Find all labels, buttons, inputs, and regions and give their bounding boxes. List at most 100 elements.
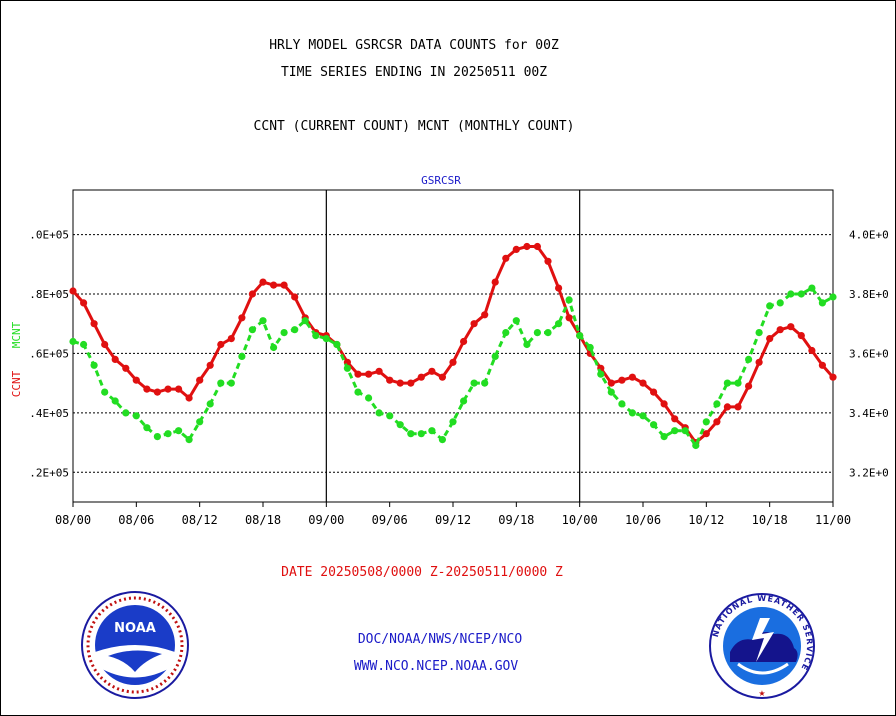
ccnt-point (523, 242, 531, 251)
mcnt-point (776, 299, 784, 307)
mcnt-point (818, 299, 827, 307)
ccnt-point (386, 376, 394, 384)
left-tick-label: .6E+05 (29, 347, 69, 360)
mcnt-point (481, 379, 489, 387)
ccnt-point (280, 281, 288, 289)
mcnt-point (407, 430, 415, 438)
ccnt-point (555, 284, 563, 292)
mcnt-point (248, 326, 256, 334)
mcnt-point (111, 397, 119, 405)
ccnt-point (713, 418, 721, 426)
mcnt-point (628, 409, 637, 417)
mcnt-point (343, 364, 351, 372)
mcnt-point (512, 317, 520, 325)
ccnt-point (206, 361, 214, 369)
mcnt-point (175, 427, 183, 435)
ccnt-point (723, 403, 732, 411)
mcnt-point (586, 343, 594, 352)
mcnt-point (227, 379, 235, 387)
plot-border (72, 189, 834, 503)
mcnt-point (523, 340, 531, 349)
mcnt-point (386, 412, 394, 420)
x-tick-label: 08/12 (182, 513, 218, 527)
ccnt-point (175, 385, 183, 393)
ccnt-point (745, 382, 753, 390)
ccnt-point (217, 340, 225, 349)
mcnt-point (143, 424, 151, 432)
mcnt-point (312, 332, 320, 340)
mcnt-point (375, 409, 383, 417)
mcnt-point (576, 332, 584, 340)
ccnt-point (766, 335, 774, 343)
ccnt-point (354, 370, 362, 378)
x-tick-label: 10/06 (625, 513, 661, 527)
nws-logo: ★ NATIONAL WEATHER SERVICE (709, 593, 815, 699)
ccnt-point (449, 358, 457, 366)
ccnt-point (818, 361, 827, 369)
x-tick-label: 09/18 (498, 513, 534, 527)
mcnt-point (555, 320, 563, 328)
mcnt-point (692, 441, 700, 450)
mcnt-point (333, 340, 341, 349)
mcnt-point (185, 436, 193, 444)
ccnt-point (143, 385, 151, 393)
mcnt-point (396, 421, 404, 429)
mcnt-point (291, 326, 299, 334)
ccnt-point (628, 373, 637, 381)
x-tick-label: 10/18 (752, 513, 788, 527)
x-tick-label: 09/12 (435, 513, 471, 527)
mcnt-point (650, 421, 658, 429)
ccnt-point (607, 379, 615, 387)
ccnt-point (460, 337, 468, 346)
org-website: WWW.NCO.NCEP.NOAA.GOV (353, 659, 519, 674)
ccnt-point (428, 367, 436, 375)
mcnt-axis-label: MCNT (10, 321, 23, 348)
ccnt-point (829, 373, 837, 381)
ccnt-point (618, 376, 626, 384)
left-tick-label: .8E+05 (29, 288, 69, 301)
left-tick-label: .0E+05 (29, 229, 69, 242)
mcnt-point (196, 418, 204, 426)
ccnt-point (797, 332, 805, 340)
x-tick-label: 09/00 (308, 513, 344, 527)
right-tick-label: 4.0E+0 (849, 229, 889, 242)
ccnt-point (787, 323, 795, 331)
mcnt-point (301, 317, 309, 325)
svg-text:★: ★ (758, 689, 765, 698)
ccnt-point (470, 320, 478, 328)
mcnt-point (322, 335, 330, 343)
left-tick-label: .4E+05 (29, 407, 69, 420)
ccnt-point (512, 245, 520, 253)
ccnt-point (481, 311, 489, 319)
mcnt-point (164, 430, 172, 438)
mcnt-point (681, 427, 689, 435)
ccnt-point (755, 358, 763, 366)
mcnt-point (417, 430, 425, 438)
ccnt-point (122, 364, 130, 372)
mcnt-point (470, 379, 478, 387)
mcnt-point (428, 427, 436, 435)
date-range: DATE 20250508/0000 Z-20250511/0000 Z (281, 565, 563, 580)
ccnt-point (660, 400, 668, 408)
ccnt-point (365, 370, 373, 378)
title-line-1: HRLY MODEL GSRCSR DATA COUNTS for 00Z (269, 38, 559, 53)
mcnt-point (438, 436, 446, 444)
mcnt-point (217, 379, 225, 387)
org-path: DOC/NOAA/NWS/NCEP/NCO (357, 632, 523, 647)
right-tick-label: 3.4E+0 (849, 407, 889, 420)
ccnt-point (196, 376, 204, 384)
mcnt-point (533, 329, 542, 337)
ccnt-point (238, 314, 246, 322)
mcnt-point (618, 400, 626, 408)
mcnt-point (153, 433, 161, 441)
mcnt-point (69, 337, 77, 346)
mcnt-point (491, 352, 499, 360)
ccnt-point (259, 278, 267, 286)
mcnt-point (713, 400, 721, 408)
mcnt-point (365, 394, 373, 402)
mcnt-point (80, 340, 88, 349)
ccnt-point (565, 314, 573, 322)
mcnt-point (280, 329, 288, 337)
right-tick-label: 3.2E+0 (849, 466, 889, 479)
